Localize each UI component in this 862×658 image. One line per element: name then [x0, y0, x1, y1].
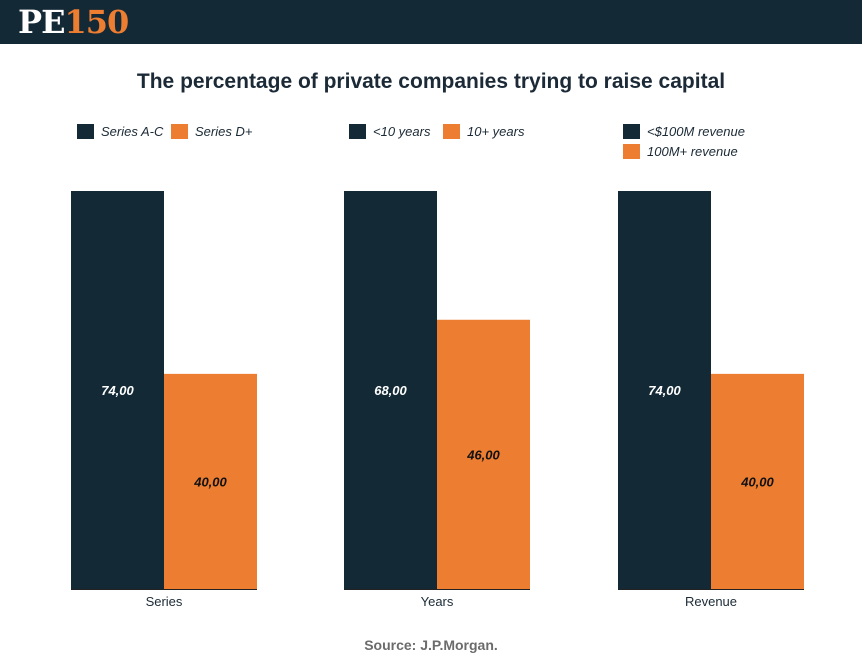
- source-note: Source: J.P.Morgan.: [364, 637, 498, 653]
- bar-1-1: [437, 319, 530, 589]
- legend-10-plus-years: 10+ years: [443, 124, 524, 140]
- bar-value-label: 40,00: [193, 474, 227, 489]
- legend-series-d: Series D+: [171, 124, 252, 140]
- bar-2-0: [618, 191, 711, 589]
- bar-2-1: [711, 373, 804, 589]
- bar-0-0: [71, 191, 164, 589]
- category-label-series: Series: [145, 594, 183, 609]
- pe150-logo: PE150: [18, 3, 129, 41]
- bar-value-label: 74,00: [648, 383, 681, 398]
- legend-100m-plus-revenue: 100M+ revenue: [623, 144, 738, 160]
- logo-pe: PE: [18, 3, 65, 41]
- legend-label: 100M+ revenue: [647, 144, 738, 159]
- legend-label: <$100M revenue: [647, 124, 745, 139]
- chart-title: The percentage of private companies tryi…: [136, 70, 726, 93]
- category-label-revenue: Revenue: [684, 594, 738, 609]
- bar-value-label: 74,00: [101, 383, 134, 398]
- legend-swatch-orange: [443, 124, 460, 139]
- legend-swatch-dark: [349, 124, 366, 139]
- legend-series-a-c: Series A-C: [77, 124, 163, 140]
- header-bar: PE150: [0, 0, 862, 44]
- bar-1-0: [344, 191, 437, 589]
- legend-label: Series D+: [195, 124, 253, 139]
- legend-under-100m-revenue: <$100M revenue: [623, 124, 745, 140]
- legend-swatch-orange: [623, 144, 640, 159]
- category-label-years: Years: [420, 594, 454, 609]
- bar-value-label: 46,00: [466, 447, 500, 462]
- legend-swatch-orange: [171, 124, 188, 139]
- bar-value-label: 68,00: [374, 383, 407, 398]
- legend-label: <10 years: [373, 124, 431, 139]
- legend-label: 10+ years: [467, 124, 525, 139]
- logo-150: 150: [64, 3, 129, 41]
- bar-0-1: [164, 373, 257, 589]
- bar-value-label: 40,00: [740, 474, 774, 489]
- legend-swatch-dark: [623, 124, 640, 139]
- legend-under-10-years: <10 years: [349, 124, 430, 140]
- legend-label: Series A-C: [101, 124, 164, 139]
- legend-swatch-dark: [77, 124, 94, 139]
